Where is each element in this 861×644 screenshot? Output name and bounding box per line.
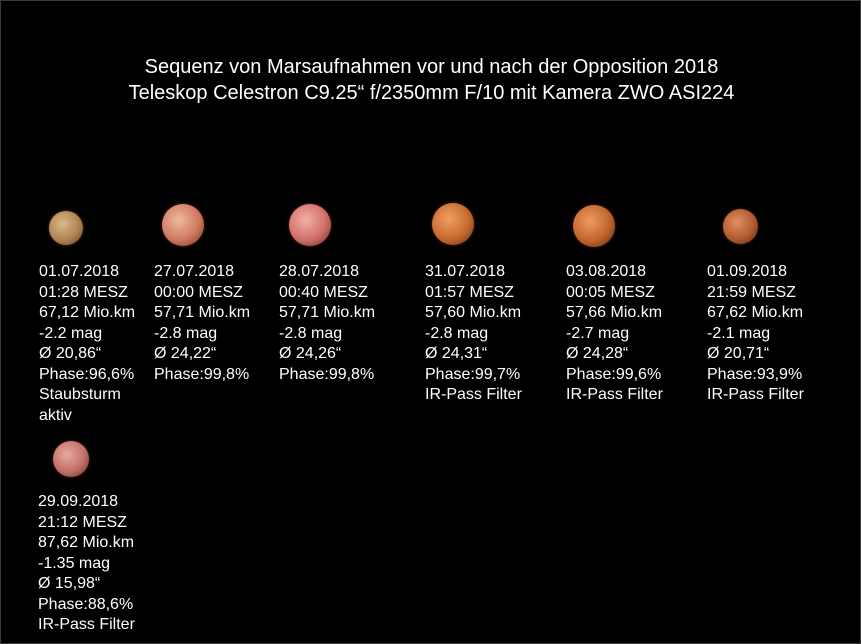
observation-note: aktiv [39,406,72,424]
observation-date: 03.08.2018 [566,263,647,280]
observation-info: 03.08.2018 00:05 MESZ 57,66 Mio.km -2.7 … [566,262,663,406]
observation-phase: Phase:99,7% [425,365,521,383]
observation-phase: Phase:88,6% [38,595,134,613]
observation-phase: Phase:93,9% [707,365,803,383]
observation-info: 27.07.2018 00:00 MESZ 57,71 Mio.km -2.8 … [154,262,250,385]
observation-date: 01.09.2018 [707,263,788,280]
observation-note: IR-Pass Filter [38,616,135,633]
observation-date: 27.07.2018 [154,263,235,280]
observation-time: 00:40 MESZ [279,283,368,301]
observation-time: 01:28 MESZ [39,283,128,301]
observation-time: 00:05 MESZ [566,283,655,301]
observation-date: 29.09.2018 [38,493,119,510]
observation-distance: 57,66 Mio.km [566,304,663,321]
observation-distance: 57,71 Mio.km [154,304,251,321]
observation-magnitude: -2.1 mag [707,324,771,342]
observation-magnitude: -1.35 mag [38,554,111,572]
observation-distance: 57,60 Mio.km [425,304,522,321]
observation-date: 31.07.2018 [425,263,506,280]
observation-note: IR-Pass Filter [566,386,663,403]
observation-magnitude: -2.8 mag [279,324,343,342]
observation-magnitude: -2.8 mag [154,324,218,342]
mars-image-2909 [53,441,89,477]
observation-diameter: Ø 24,28“ [566,345,629,362]
observation-phase: Phase:99,8% [154,365,250,383]
observation-info: 29.09.2018 21:12 MESZ 87,62 Mio.km -1.35… [38,492,135,636]
mars-image-0308 [573,205,615,247]
observation-diameter: Ø 20,71“ [707,345,770,362]
observation-phase: Phase:96,6% [39,365,135,383]
observation-phase: Phase:99,6% [566,365,662,383]
observation-time: 01:57 MESZ [425,283,514,301]
observation-distance: 87,62 Mio.km [38,534,135,551]
observation-note: IR-Pass Filter [707,386,804,403]
observation-magnitude: -2.8 mag [425,324,489,342]
observation-time: 21:59 MESZ [707,283,796,301]
observation-time: 21:12 MESZ [38,513,127,531]
title-line-2: Teleskop Celestron C9.25“ f/2350mm F/10 … [128,82,735,104]
mars-image-0109 [723,209,758,244]
observation-distance: 67,62 Mio.km [707,304,804,321]
observation-distance: 57,71 Mio.km [279,304,376,321]
observation-diameter: Ø 24,22“ [154,345,217,362]
observation-note: IR-Pass Filter [425,386,522,403]
observation-info: 28.07.2018 00:40 MESZ 57,71 Mio.km -2.8 … [279,262,375,385]
observation-info: 01.07.2018 01:28 MESZ 67,12 Mio.km -2.2 … [39,262,135,426]
mars-image-2707 [162,204,204,246]
observation-note: Staubsturm [39,386,121,403]
observation-time: 00:00 MESZ [154,283,243,301]
mars-image-0101 [49,211,83,245]
observation-magnitude: -2.7 mag [566,324,630,342]
mars-image-2807 [289,204,331,246]
mars-image-3107 [432,203,474,245]
observation-diameter: Ø 24,31“ [425,345,488,362]
observation-date: 01.07.2018 [39,263,120,280]
observation-distance: 67,12 Mio.km [39,304,136,321]
observation-phase: Phase:99,8% [279,365,375,383]
observation-info: 01.09.2018 21:59 MESZ 67,62 Mio.km -2.1 … [707,262,804,406]
observation-date: 28.07.2018 [279,263,360,280]
observation-info: 31.07.2018 01:57 MESZ 57,60 Mio.km -2.8 … [425,262,522,406]
title-line-1: Sequenz von Marsaufnahmen vor und nach d… [144,56,719,78]
observation-diameter: Ø 24,26“ [279,345,342,362]
observation-diameter: Ø 20,86“ [39,345,102,362]
observation-magnitude: -2.2 mag [39,324,103,342]
observation-diameter: Ø 15,98“ [38,575,101,592]
